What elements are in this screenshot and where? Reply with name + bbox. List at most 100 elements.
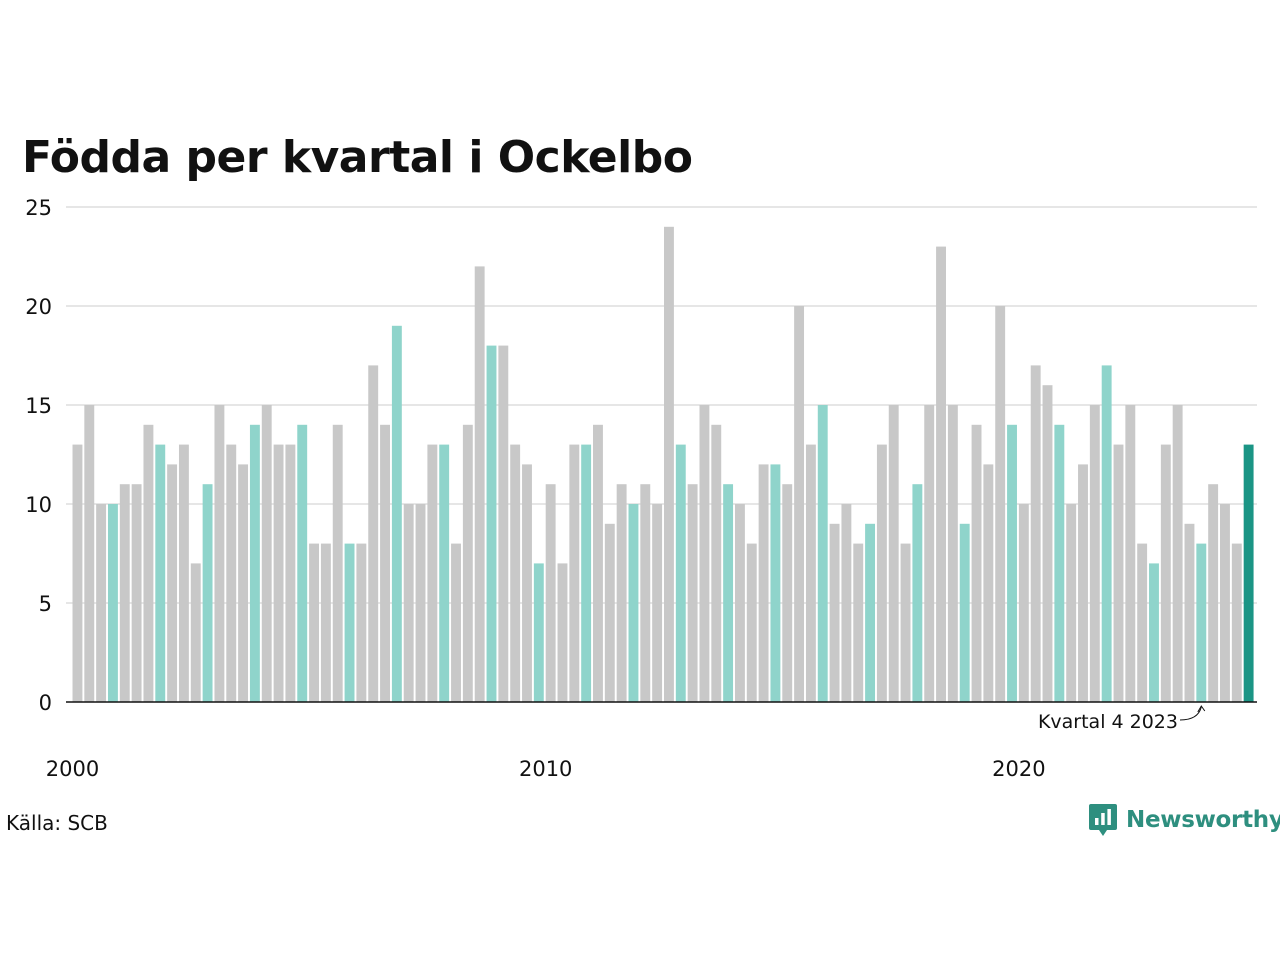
bar — [107, 504, 118, 702]
annotation-arrow — [1179, 706, 1202, 721]
bar — [510, 444, 521, 702]
newsworthy-logo-icon — [1089, 804, 1117, 836]
bar — [1125, 405, 1136, 702]
bar — [959, 523, 970, 702]
bar — [498, 345, 509, 702]
bar — [474, 266, 485, 702]
bar — [131, 484, 142, 702]
bar — [96, 504, 107, 702]
bar — [309, 543, 319, 702]
axes: 0 5 10 15 20 25 2000 2010 2020 — [25, 196, 1257, 781]
bar — [427, 444, 438, 702]
brand: Newsworthy — [1088, 802, 1280, 838]
bar — [214, 405, 225, 702]
bar — [699, 405, 710, 702]
bar — [285, 444, 296, 702]
y-tick-label: 5 — [39, 592, 52, 616]
bar — [403, 504, 414, 702]
bar — [936, 246, 946, 702]
bar — [415, 504, 426, 702]
bar — [1220, 504, 1230, 702]
bar — [1243, 444, 1254, 702]
bar — [332, 424, 343, 702]
bar — [687, 484, 698, 702]
bar — [794, 306, 805, 702]
bar — [533, 563, 544, 702]
bar — [1066, 504, 1077, 702]
bar — [486, 345, 497, 702]
bar — [1208, 484, 1219, 702]
x-tick-label: 2000 — [46, 757, 99, 781]
bar — [947, 405, 958, 702]
bar — [1160, 444, 1171, 702]
bar — [664, 226, 674, 703]
bar — [249, 424, 260, 702]
bar — [817, 405, 828, 702]
bar — [1137, 543, 1148, 702]
bar — [190, 563, 201, 702]
bar — [226, 444, 237, 702]
bar — [865, 523, 876, 702]
bar — [1113, 444, 1124, 702]
annotation: Kvartal 4 2023 — [1038, 705, 1206, 733]
bar — [853, 543, 864, 702]
bar — [604, 523, 615, 702]
bar — [522, 464, 532, 702]
annotation-arrowhead — [1197, 705, 1206, 713]
bar — [1089, 405, 1100, 702]
bar — [119, 484, 130, 702]
bar — [924, 405, 935, 702]
bar — [1231, 543, 1242, 702]
bar — [841, 504, 852, 702]
bar — [1054, 424, 1065, 702]
y-tick-label: 10 — [25, 493, 52, 517]
bar — [876, 444, 887, 702]
bar — [545, 484, 556, 702]
x-tick-label: 2020 — [992, 757, 1045, 781]
bar — [1172, 405, 1183, 702]
bar — [805, 444, 816, 702]
bar — [652, 504, 663, 702]
bar — [581, 444, 592, 702]
bar — [983, 464, 994, 702]
bar — [84, 405, 95, 702]
bar — [72, 444, 83, 702]
bar — [1007, 424, 1017, 702]
bar — [640, 484, 651, 702]
bar — [888, 405, 899, 702]
bar — [1101, 365, 1112, 702]
bar — [711, 424, 722, 702]
bar — [178, 444, 189, 702]
bar — [261, 405, 272, 702]
bar — [971, 424, 982, 702]
bar — [1078, 464, 1088, 702]
bar — [900, 543, 911, 702]
y-tick-label: 15 — [25, 394, 52, 418]
brand-name: Newsworthy — [1126, 807, 1280, 833]
bar — [569, 444, 580, 702]
chart-title: Födda per kvartal i Ockelbo — [22, 132, 693, 183]
bar — [143, 424, 154, 702]
bars — [72, 226, 1254, 703]
bar — [439, 444, 450, 702]
bar — [380, 424, 390, 702]
bar — [616, 484, 627, 702]
bar — [1149, 563, 1159, 702]
bar — [1030, 365, 1041, 702]
bar — [1196, 543, 1207, 702]
bar — [356, 543, 367, 702]
y-tick-label: 25 — [25, 196, 52, 220]
bar — [723, 484, 734, 702]
bar — [451, 543, 461, 702]
bar — [628, 504, 639, 702]
bar — [912, 484, 923, 702]
bar — [1018, 504, 1029, 702]
x-tick-label: 2010 — [519, 757, 572, 781]
bar — [995, 306, 1006, 702]
bar — [770, 464, 781, 702]
y-tick-label: 0 — [39, 691, 52, 715]
bar — [391, 325, 402, 702]
bar — [238, 464, 249, 702]
bar — [675, 444, 686, 702]
bar — [155, 444, 166, 702]
